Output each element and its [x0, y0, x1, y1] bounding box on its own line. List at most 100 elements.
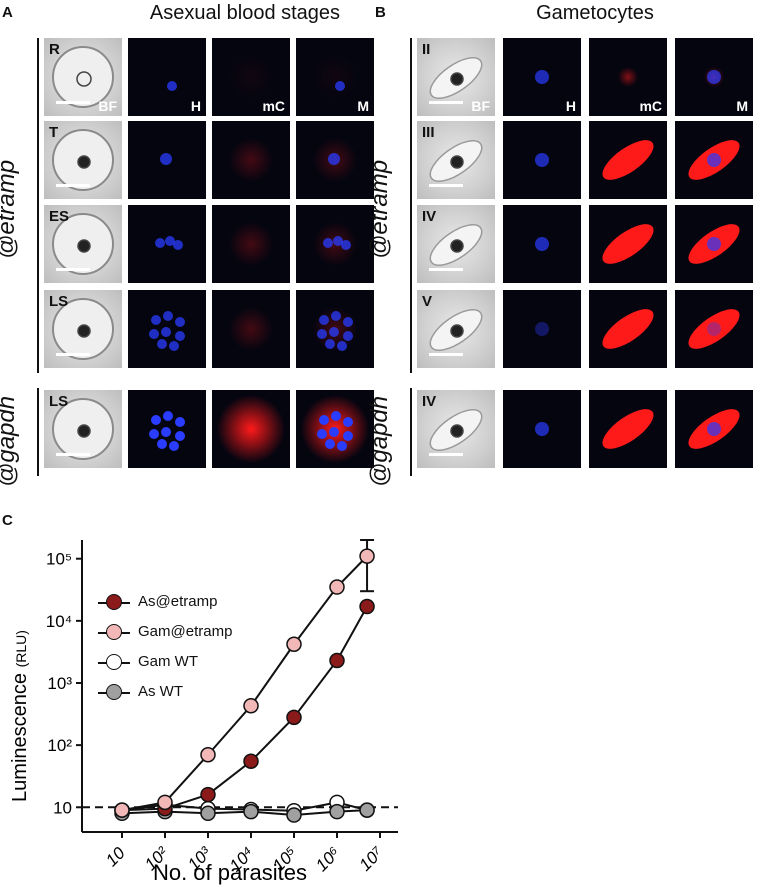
micrograph-image: [149, 311, 185, 351]
micrograph-a-r2-mc: [212, 205, 290, 283]
nucleus-signal: [343, 331, 353, 341]
nucleus-signal: [535, 153, 549, 167]
micrograph-b-r4-mc: [589, 390, 667, 468]
micrograph-image: [429, 409, 483, 451]
data-point-1: [157, 794, 173, 811]
micrograph-b-r1-h: [503, 121, 581, 199]
micrograph-image: [229, 138, 273, 182]
stage-label: LS: [49, 293, 69, 310]
scale-bar: [56, 101, 90, 104]
y-tick-label: 10⁵: [46, 550, 72, 569]
y-tick-label: 10³: [47, 674, 72, 693]
data-point-0: [286, 709, 302, 726]
data-point-3: [200, 805, 216, 822]
legend-marker-3: [106, 684, 122, 700]
x-axis-label: No. of parasites: [153, 860, 307, 885]
y-tick-label: 10²: [47, 736, 72, 755]
micrograph-image: [313, 138, 357, 182]
nucleus-signal: [335, 81, 345, 91]
micrograph-a-r2-m: [296, 205, 374, 283]
mcherry-signal: [229, 222, 273, 266]
legend-marker-0: [106, 594, 122, 610]
channel-label-bf: BF: [471, 98, 490, 114]
scale-bar: [429, 268, 463, 271]
nucleus-signal: [175, 417, 185, 427]
nucleus-signal: [155, 238, 165, 248]
micrograph-image: [618, 67, 638, 87]
micrograph-image: [429, 140, 483, 182]
micrograph-a-r3-bf: LS: [44, 290, 122, 368]
nucleus-signal: [149, 429, 159, 439]
micrograph-b-r2-m: [675, 205, 753, 283]
micrograph-a-r3-h: [128, 290, 206, 368]
parasite-pigment: [450, 72, 464, 86]
data-point-1: [359, 548, 375, 564]
nucleus-signal: [341, 240, 351, 250]
y-axis-label-text: Luminescence: [9, 667, 31, 802]
nucleus-signal: [333, 236, 343, 246]
nucleus-signal: [707, 70, 721, 84]
panel-b-title: Gametocytes: [536, 2, 654, 24]
scale-bar: [429, 353, 463, 356]
micrograph-b-r4-m: [675, 390, 753, 468]
stage-label: T: [49, 124, 59, 141]
nucleus-signal: [343, 317, 353, 327]
nucleus-signal: [151, 315, 161, 325]
micrograph-image: [52, 298, 114, 360]
nucleus-signal: [169, 341, 179, 351]
data-point-1: [286, 636, 302, 653]
micrograph-a-r0-bf: R BF: [44, 38, 122, 116]
legend-label-0: As@etramp: [138, 593, 218, 610]
micrograph-image: [52, 129, 114, 191]
data-point-1: [329, 579, 345, 595]
scale-bar: [56, 453, 90, 456]
channel-label-bf: BF: [98, 98, 117, 114]
micrograph-b-r1-m: [675, 121, 753, 199]
nucleus-signal: [175, 431, 185, 441]
parasite-pigment: [450, 424, 464, 438]
micrograph-image: [429, 309, 483, 351]
nucleus-signal: [535, 322, 549, 336]
nucleus-signal: [328, 153, 340, 165]
data-point-3: [359, 802, 375, 818]
nucleus-signal: [325, 439, 335, 449]
panel-a-row-label-etramp: @etramp: [0, 159, 20, 259]
stage-label: V: [422, 293, 433, 310]
micrograph-image: [535, 422, 549, 436]
micrograph-image: [535, 70, 549, 84]
panel-a-bracket-bottom: [37, 388, 39, 476]
panel-a-letter: A: [2, 4, 13, 21]
legend-label-3: As WT: [138, 683, 183, 700]
micrograph-image: [688, 140, 740, 180]
mcherry-signal: [217, 395, 285, 463]
micrograph-b-r3-mc: [589, 290, 667, 368]
parasite-pigment: [450, 155, 464, 169]
micrograph-a-r1-m: [296, 121, 374, 199]
panel-a-row-label-gapdh: @gapdh: [0, 395, 20, 487]
data-point-3: [243, 803, 259, 820]
micrograph-b-r0-mc: mC: [589, 38, 667, 116]
nucleus-signal: [161, 427, 171, 437]
nucleus-signal: [173, 240, 183, 250]
micrograph-a-r4-mc: [212, 390, 290, 468]
parasite-pigment: [450, 239, 464, 253]
micrograph-a-r1-h: [128, 121, 206, 199]
data-point-1: [243, 698, 259, 714]
data-point-1: [200, 747, 216, 763]
data-point-0: [200, 786, 216, 803]
channel-label-h: H: [565, 98, 576, 114]
nucleus-signal: [165, 236, 175, 246]
data-point-1: [114, 802, 130, 818]
nucleus-signal: [151, 415, 161, 425]
legend-label-2: Gam WT: [138, 653, 198, 670]
panel-b-row-label-etramp: @etramp: [366, 159, 393, 259]
micrograph-image: [217, 395, 285, 463]
micrograph-b-r2-mc: [589, 205, 667, 283]
mcherry-signal: [602, 309, 654, 349]
micrograph-b-r0-bf: II BF: [417, 38, 495, 116]
micrograph-b-r3-bf: V: [417, 290, 495, 368]
micrograph-image: [688, 224, 740, 264]
cell-outline: [52, 46, 114, 108]
mcherry-signal: [602, 409, 654, 449]
nucleus-signal: [167, 81, 177, 91]
